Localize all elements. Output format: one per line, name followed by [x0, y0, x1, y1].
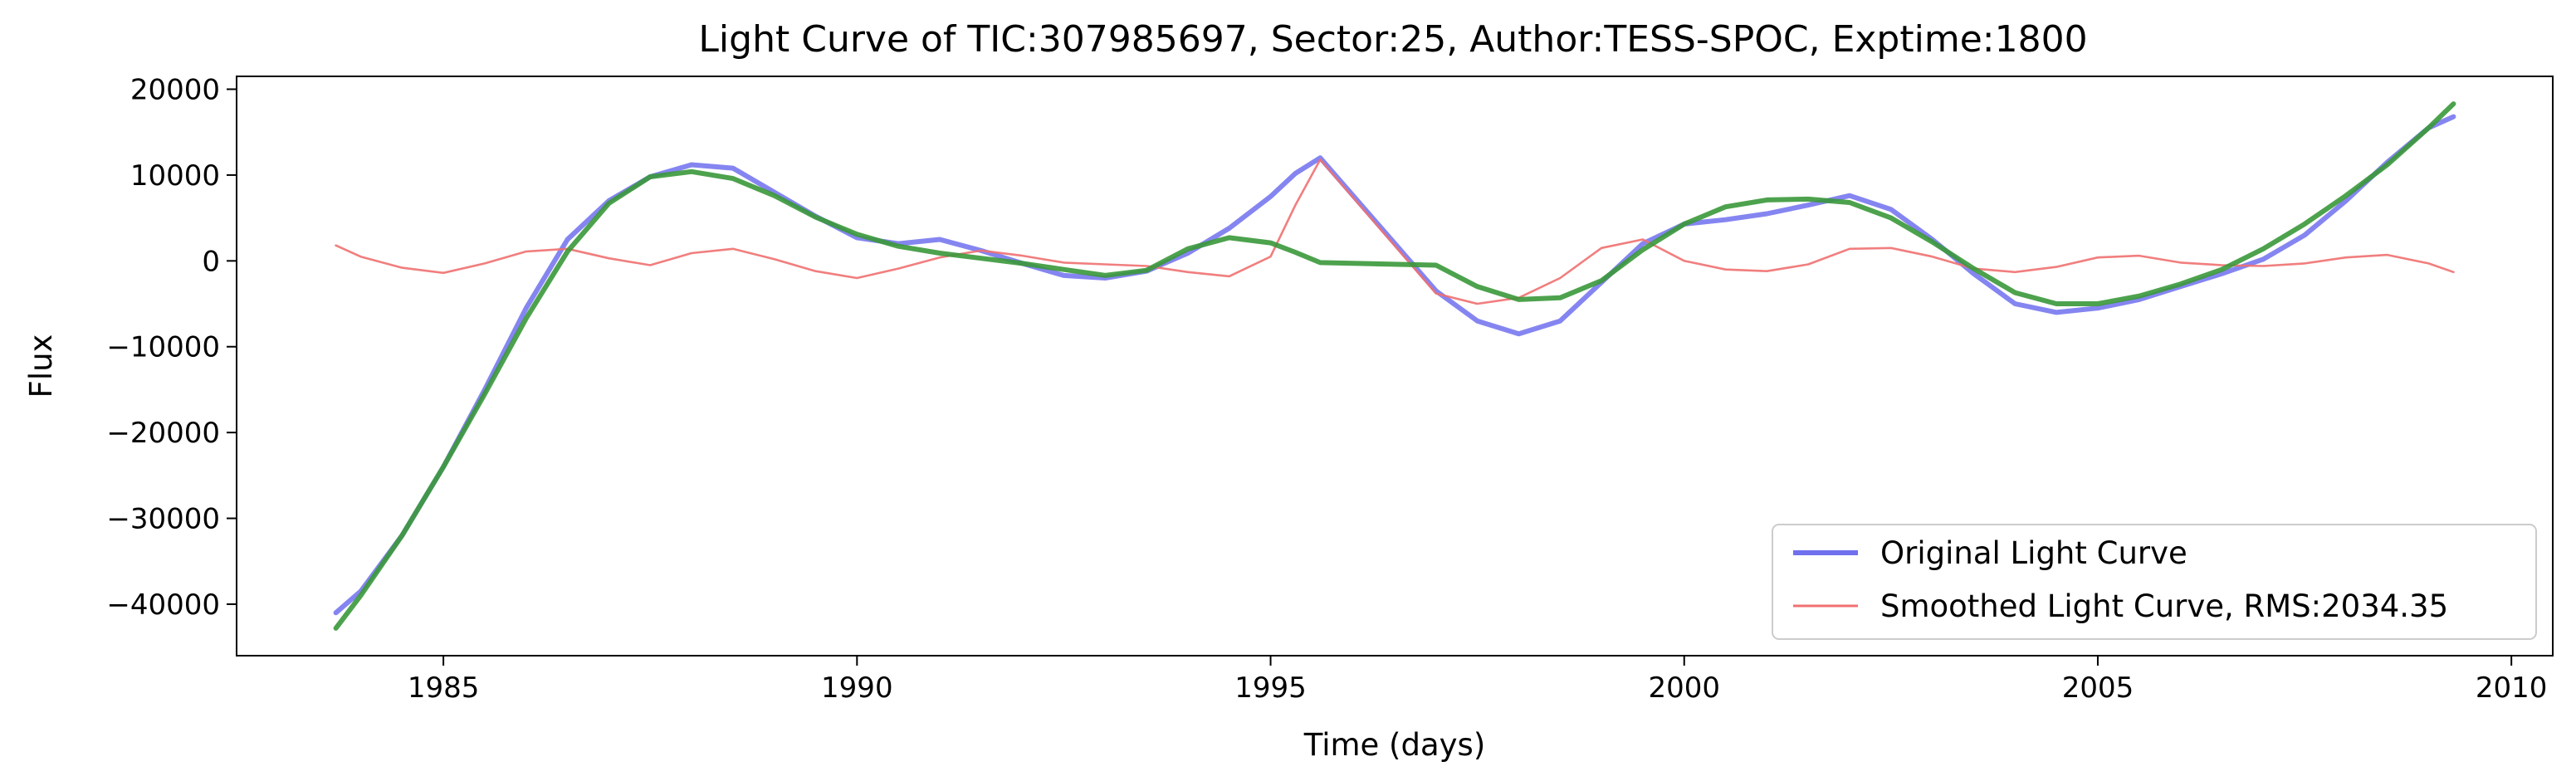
- x-axis-ticks: 1985 1990 1995 2000 2005 2010: [408, 656, 2548, 705]
- plot-frame: [236, 76, 2554, 657]
- chart-title: Light Curve of TIC:307985697, Sector:25,…: [698, 18, 2087, 61]
- y-axis-label: Flux: [23, 334, 59, 398]
- x-tick-label: 2010: [2476, 671, 2548, 705]
- legend-box: [1772, 524, 2537, 640]
- x-tick-label: 1990: [821, 671, 893, 705]
- x-axis-label: Time (days): [1303, 727, 1486, 763]
- fit-curve-line: [333, 101, 2456, 631]
- x-tick-label: 2005: [2062, 671, 2134, 705]
- legend-label-original: Original Light Curve: [1880, 535, 2187, 571]
- y-tick-label: −30000: [106, 503, 220, 536]
- legend: Original Light Curve Smoothed Light Curv…: [1772, 524, 2537, 640]
- smoothed-light-curve-line: [335, 159, 2455, 305]
- y-tick-label: −20000: [106, 417, 220, 450]
- y-tick-label: 10000: [130, 159, 220, 193]
- y-axis-ticks: −40000 −30000 −20000 −10000 0 10000 20000: [106, 74, 237, 622]
- legend-label-smoothed: Smoothed Light Curve, RMS:2034.35: [1880, 588, 2448, 624]
- plot-lines: [333, 101, 2456, 631]
- y-tick-label: 20000: [130, 74, 220, 107]
- y-tick-label: −10000: [106, 331, 220, 364]
- x-tick-label: 1995: [1234, 671, 1307, 705]
- original-light-curve-line: [333, 114, 2456, 616]
- y-tick-label: −40000: [106, 588, 220, 622]
- y-tick-label: 0: [202, 245, 220, 278]
- x-tick-label: 1985: [408, 671, 480, 705]
- x-tick-label: 2000: [1648, 671, 1720, 705]
